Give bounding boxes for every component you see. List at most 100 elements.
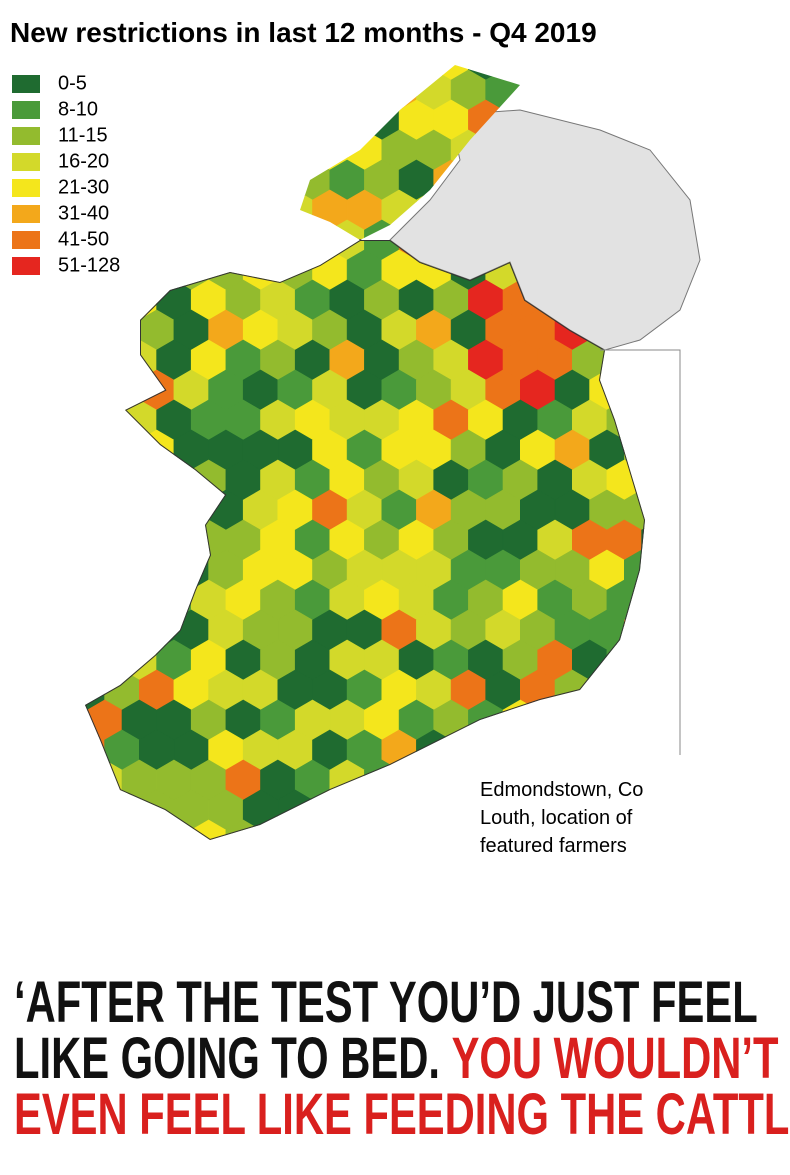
- map-hex: [623, 369, 645, 411]
- map-hex: [519, 69, 556, 111]
- map-hex: [225, 219, 261, 261]
- map-hex: [450, 729, 487, 771]
- annotation-line: Louth, location of: [480, 807, 633, 829]
- map-hex: [260, 819, 296, 840]
- map-hex: [294, 99, 331, 141]
- map-hex: [225, 159, 261, 201]
- map-hex: [87, 819, 123, 840]
- map-hex: [173, 69, 209, 111]
- map-hex: [190, 219, 227, 261]
- map-hex: [641, 759, 645, 801]
- map-hex: [85, 339, 88, 381]
- map-hex: [364, 819, 400, 840]
- legend-label: 41-50: [58, 228, 109, 250]
- legend-swatch: [12, 179, 40, 197]
- map-hex: [85, 579, 88, 621]
- map-hex: [139, 69, 175, 111]
- map-hex: [641, 699, 645, 741]
- map-hex: [277, 69, 313, 111]
- map-hex: [242, 129, 279, 171]
- map-hex: [346, 789, 383, 831]
- map-hex: [156, 519, 192, 561]
- map-hex: [190, 99, 227, 141]
- map-hex: [433, 819, 469, 840]
- map-hex: [571, 699, 608, 741]
- map-hex: [173, 189, 209, 231]
- map-hex: [104, 309, 140, 351]
- map-hex: [156, 459, 192, 501]
- quote-black: ‘AFTER THE TEST YOU’D JUST FEEL: [14, 969, 758, 1034]
- map-hex: [104, 69, 140, 111]
- map-title: New restrictions in last 12 months - Q4 …: [10, 17, 597, 48]
- map-hex: [104, 189, 140, 231]
- map-hex: [87, 519, 123, 561]
- map-hex: [104, 129, 140, 171]
- map-hex: [589, 729, 625, 771]
- legend-label: 8-10: [58, 98, 98, 120]
- map-hex: [85, 399, 88, 441]
- map-hex: [85, 489, 105, 531]
- map-hex: [606, 65, 642, 81]
- legend-label: 16-20: [58, 150, 109, 172]
- legend-swatch: [12, 205, 40, 223]
- legend-label: 11-15: [58, 124, 108, 146]
- map-hex: [104, 369, 140, 411]
- map-hex: [225, 99, 261, 141]
- map-hex: [85, 459, 88, 501]
- map-hex: [85, 699, 88, 741]
- map-hex: [85, 429, 105, 471]
- map-hex: [623, 69, 645, 111]
- legend-swatch: [12, 231, 40, 249]
- annotation-line: featured farmers: [480, 835, 627, 857]
- map-hex: [121, 819, 157, 840]
- map-hex: [641, 99, 645, 141]
- map-hex: [242, 189, 279, 231]
- map-hex: [623, 729, 645, 771]
- legend: 0-5 8-10 11-15 16-20 21-30 31-40 41-50 51-128: [12, 72, 120, 276]
- map-hex: [641, 399, 645, 441]
- map-hex: [85, 549, 105, 591]
- map-hex: [208, 129, 244, 171]
- map-hex: [606, 699, 642, 741]
- map-hex: [104, 549, 140, 591]
- map-hex: [260, 99, 296, 141]
- map-hex: [85, 759, 88, 801]
- map-hex: [85, 639, 88, 681]
- map-hex: [85, 279, 88, 321]
- map-hex: [537, 699, 573, 741]
- map-hex: [156, 219, 192, 261]
- legend-label: 21-30: [58, 176, 109, 198]
- map-hex: [87, 399, 123, 441]
- map-hex: [433, 759, 469, 801]
- legend-swatch: [12, 101, 40, 119]
- map-hex: [589, 669, 625, 711]
- map-hex: [641, 339, 645, 381]
- annotation: Edmondstown, Co Louth, location of feature…: [480, 779, 643, 857]
- map-hex: [85, 369, 105, 411]
- map-hex: [139, 549, 175, 591]
- quote-red: YOU WOULDN’T: [452, 1025, 779, 1090]
- quote-line: LIKE GOING TO BED. YOU WOULDN’T: [14, 1025, 779, 1090]
- map-hex: [156, 819, 192, 840]
- map-hex: [104, 429, 140, 471]
- quote-red: EVEN FEEL LIKE FEEDING THE CATTLE’: [14, 1081, 790, 1146]
- legend-swatch: [12, 75, 40, 93]
- map-hex: [121, 519, 157, 561]
- map-hex: [121, 219, 157, 261]
- quote-line: ‘AFTER THE TEST YOU’D JUST FEEL: [14, 969, 758, 1034]
- legend-label: 0-5: [58, 72, 87, 94]
- map-hex: [623, 429, 645, 471]
- map-hex: [312, 69, 348, 111]
- map-hex: [121, 579, 157, 621]
- map-hex: [121, 159, 157, 201]
- map-hex: [641, 459, 645, 501]
- map-hex: [139, 129, 175, 171]
- quote-black: LIKE GOING TO BED.: [14, 1025, 440, 1090]
- map-hex: [641, 819, 645, 840]
- map-hex: [294, 819, 331, 840]
- annotation-line: Edmondstown, Co: [480, 779, 643, 801]
- map-hex: [623, 669, 645, 711]
- map-hex: [139, 249, 175, 291]
- map-hex: [606, 99, 642, 141]
- map-hex: [260, 159, 296, 201]
